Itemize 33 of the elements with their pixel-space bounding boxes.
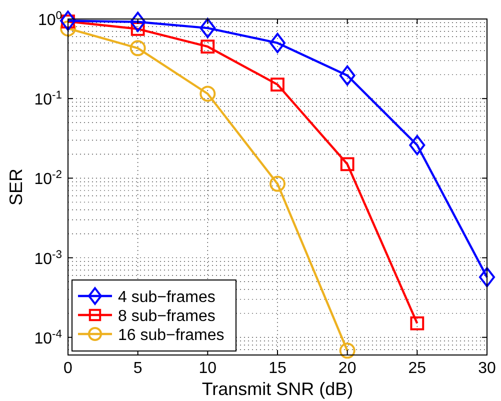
- point: [339, 65, 356, 86]
- legend-label: 16 sub−frames: [118, 327, 224, 344]
- legend-label: 8 sub−frames: [118, 308, 216, 325]
- x-tick-label: 5: [133, 360, 142, 377]
- point: [410, 316, 424, 330]
- point: [130, 40, 146, 56]
- x-tick-label: 0: [64, 360, 73, 377]
- x-axis-title: Transmit SNR (dB): [202, 379, 354, 399]
- point: [200, 18, 216, 38]
- y-tick-label: 10$^{-2}$: [34, 169, 62, 188]
- point: [200, 86, 216, 102]
- x-tick-label: 20: [338, 360, 356, 377]
- x-tick-label: 10: [198, 360, 217, 377]
- y-tick-label: 10$^{-1}$: [34, 90, 62, 109]
- point: [60, 10, 76, 31]
- point: [270, 176, 286, 192]
- point: [200, 40, 215, 54]
- point: [270, 32, 286, 54]
- point: [270, 78, 284, 92]
- y-tick-label: 10$^{-4}$: [34, 328, 62, 348]
- point: [409, 135, 426, 156]
- point: [60, 20, 76, 36]
- y-tick-label: 10$^{0}$: [38, 10, 62, 29]
- x-tick-label: 30: [478, 360, 496, 377]
- y-tick-label: 10$^{-3}$: [34, 248, 62, 268]
- y-axis-title: SER: [6, 168, 26, 206]
- x-tick-label: 25: [408, 360, 426, 377]
- point: [130, 12, 146, 32]
- legend-label: 4 sub−frames: [118, 289, 216, 306]
- x-tick-label: 15: [268, 360, 286, 377]
- point: [340, 157, 354, 172]
- point: [479, 267, 495, 288]
- point: [339, 342, 356, 359]
